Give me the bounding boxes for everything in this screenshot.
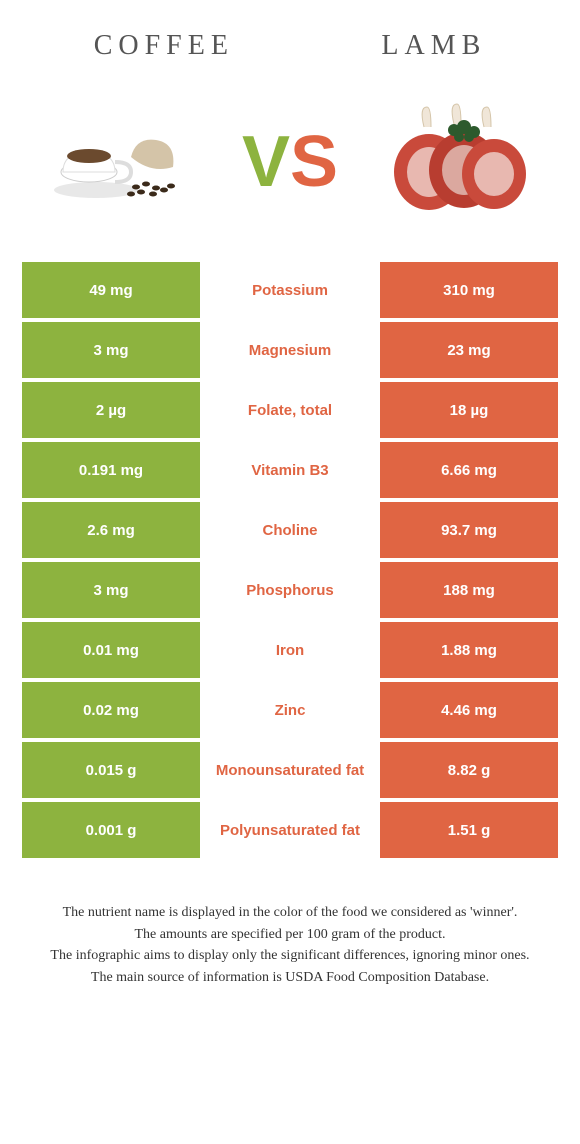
cell-right-value: 310 mg [380,262,558,318]
cell-right-value: 6.66 mg [380,442,558,498]
cell-nutrient-label: Potassium [200,262,380,318]
hero-row: VS [0,82,580,262]
cell-right-value: 18 µg [380,382,558,438]
cell-nutrient-label: Choline [200,502,380,558]
coffee-icon [41,102,201,222]
cell-nutrient-label: Magnesium [200,322,380,378]
cell-right-value: 1.51 g [380,802,558,858]
cell-left-value: 49 mg [22,262,200,318]
header-row: COFFEE LAMB [0,0,580,82]
cell-left-value: 0.01 mg [22,622,200,678]
cell-right-value: 1.88 mg [380,622,558,678]
nutrient-row: 0.191 mgVitamin B36.66 mg [22,442,558,502]
cell-left-value: 0.02 mg [22,682,200,738]
cell-nutrient-label: Zinc [200,682,380,738]
cell-nutrient-label: Vitamin B3 [200,442,380,498]
cell-right-value: 4.46 mg [380,682,558,738]
nutrient-row: 3 mgPhosphorus188 mg [22,562,558,622]
footer-line-1: The nutrient name is displayed in the co… [30,902,550,924]
infographic-root: COFFEE LAMB VS [0,0,580,1009]
nutrient-row: 0.02 mgZinc4.46 mg [22,682,558,742]
footer-line-4: The main source of information is USDA F… [30,967,550,989]
vs-s: S [290,122,338,202]
nutrient-row: 2 µgFolate, total18 µg [22,382,558,442]
vs-label: VS [242,121,338,203]
footer-notes: The nutrient name is displayed in the co… [0,862,580,1009]
nutrient-row: 3 mgMagnesium23 mg [22,322,558,382]
cell-nutrient-label: Polyunsaturated fat [200,802,380,858]
cell-left-value: 0.015 g [22,742,200,798]
nutrient-row: 49 mgPotassium310 mg [22,262,558,322]
title-right: LAMB [381,30,486,62]
vs-v: V [242,122,290,202]
cell-nutrient-label: Phosphorus [200,562,380,618]
nutrient-row: 0.01 mgIron1.88 mg [22,622,558,682]
lamb-icon [379,102,539,222]
footer-line-2: The amounts are specified per 100 gram o… [30,924,550,946]
nutrient-row: 2.6 mgCholine93.7 mg [22,502,558,562]
cell-right-value: 23 mg [380,322,558,378]
nutrient-table: 49 mgPotassium310 mg3 mgMagnesium23 mg2 … [22,262,558,862]
cell-left-value: 3 mg [22,562,200,618]
cell-left-value: 0.001 g [22,802,200,858]
title-left: COFFEE [94,30,234,62]
nutrient-row: 0.001 gPolyunsaturated fat1.51 g [22,802,558,862]
cell-nutrient-label: Iron [200,622,380,678]
cell-right-value: 93.7 mg [380,502,558,558]
nutrient-row: 0.015 gMonounsaturated fat8.82 g [22,742,558,802]
cell-left-value: 3 mg [22,322,200,378]
cell-right-value: 8.82 g [380,742,558,798]
cell-right-value: 188 mg [380,562,558,618]
cell-left-value: 0.191 mg [22,442,200,498]
cell-nutrient-label: Monounsaturated fat [200,742,380,798]
cell-left-value: 2.6 mg [22,502,200,558]
cell-left-value: 2 µg [22,382,200,438]
cell-nutrient-label: Folate, total [200,382,380,438]
footer-line-3: The infographic aims to display only the… [30,945,550,967]
